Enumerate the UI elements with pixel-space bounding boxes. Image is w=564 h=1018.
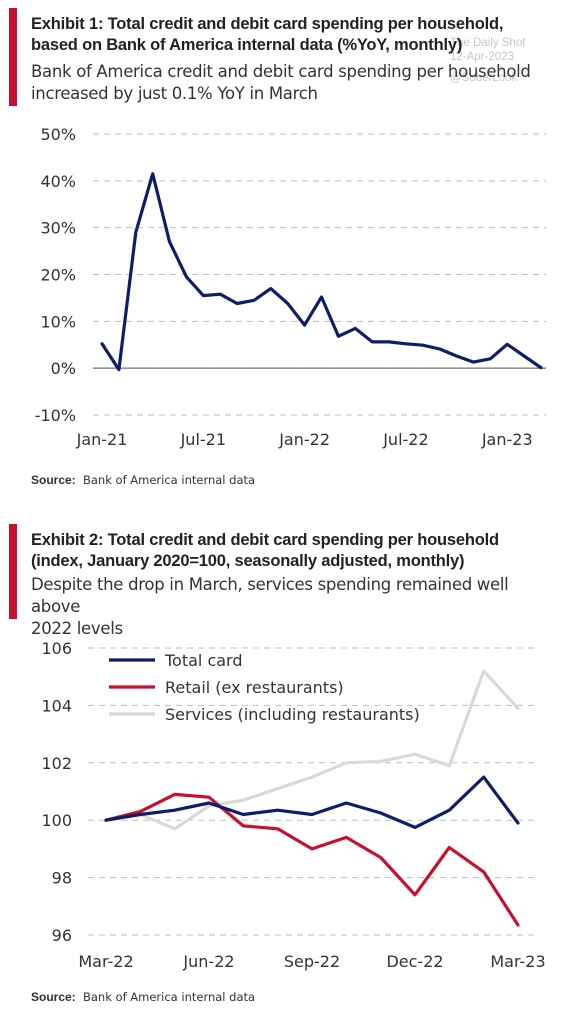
exhibit1-title: Exhibit 1: Total credit and debit card s… [31, 14, 551, 56]
exhibit2-source: Source: Bank of America internal data [31, 990, 255, 1004]
chart2-series-line-2 [104, 669, 520, 831]
chart2-y-tick-label: 96 [52, 926, 72, 945]
watermark-line1: The Daily Shot [450, 37, 526, 49]
exhibit1-title-line2: based on Bank of America internal data (… [31, 36, 463, 54]
exhibit1-source-text: Bank of America internal data [83, 473, 256, 487]
chart1-x-tick-label: Jul-22 [382, 430, 428, 449]
exhibit2-source-label: Source: [31, 990, 76, 1004]
chart2-series-line-0 [104, 775, 520, 829]
exhibit1-subtitle: Bank of America credit and debit card sp… [31, 61, 556, 105]
chart2-y-tick-label: 100 [41, 811, 72, 830]
chart2-x-tick-label: Dec-22 [386, 952, 443, 971]
exhibit1-subtitle-line1: Bank of America credit and debit card sp… [31, 62, 531, 81]
chart1-y-tick-label: 20% [40, 266, 76, 285]
exhibit2-subtitle-line2: 2022 levels [31, 619, 123, 638]
exhibit2-title-line1: Exhibit 2: Total credit and debit card s… [31, 531, 499, 549]
chart2-y-tick-label: 102 [41, 754, 72, 773]
chart1-y-tick-label: 50% [40, 125, 76, 144]
chart2-legend-label: Services (including restaurants) [165, 705, 420, 724]
chart2-y-tick-label: 106 [41, 639, 72, 658]
exhibit2-chart: 96 98 100 102 104 106 Mar-22 Jun-22 Sep-22 Dec-22… [41, 639, 545, 971]
exhibit2-title: Exhibit 2: Total credit and debit card s… [31, 530, 551, 572]
watermark: The Daily Shot 12-Apr-2023 @SoberLook [450, 36, 525, 85]
exhibit1-accent-bar [9, 8, 17, 106]
exhibit1-source: Source: Bank of America internal data [31, 473, 255, 487]
chart2-x-tick-label: Mar-22 [78, 952, 133, 971]
exhibit1-chart: -10% 0% 10% 20% 30% 40% 50% Jan-21 Jul-21 Jan-22 J… [35, 125, 546, 449]
chart1-y-tick-label: 40% [40, 172, 76, 191]
chart1-y-tick-label: 30% [40, 219, 76, 238]
chart1-y-tick-label: 10% [40, 312, 76, 331]
exhibit2-accent-bar [9, 524, 17, 619]
exhibit2-subtitle-line1: Despite the drop in March, services spen… [31, 575, 509, 616]
chart1-y-tick-label: 0% [51, 359, 76, 378]
chart2-y-tick-label: 104 [41, 696, 72, 715]
chart2-series-line-1 [104, 792, 520, 927]
chart2-y-tick-label: 98 [52, 869, 72, 888]
chart2-legend-label: Retail (ex restaurants) [165, 678, 344, 697]
exhibit1-title-line1: Exhibit 1: Total credit and debit card s… [31, 15, 504, 33]
chart2-x-tick-label: Sep-22 [284, 952, 340, 971]
chart1-x-tick-label: Jul-21 [180, 430, 226, 449]
exhibit2-title-line2: (index, January 2020=100, seasonally adj… [31, 552, 465, 570]
watermark-line3: @SoberLook [450, 72, 518, 84]
chart1-y-tick-label: -10% [35, 406, 76, 425]
chart1-x-tick-label: Jan-22 [278, 430, 330, 449]
chart2-legend-label: Total card [164, 651, 243, 670]
exhibit2-source-text: Bank of America internal data [83, 990, 256, 1004]
exhibit2-subtitle: Despite the drop in March, services spen… [31, 574, 556, 640]
watermark-line2: 12-Apr-2023 [450, 51, 514, 63]
chart1-series-line-0 [100, 172, 543, 372]
chart2-x-tick-label: Mar-23 [490, 952, 545, 971]
chart1-x-tick-label: Jan-21 [76, 430, 128, 449]
chart2-x-tick-label: Jun-22 [182, 952, 234, 971]
exhibit1-source-label: Source: [31, 473, 76, 487]
chart1-x-tick-label: Jan-23 [481, 430, 533, 449]
exhibit1-subtitle-line2: increased by just 0.1% YoY in March [31, 84, 318, 103]
